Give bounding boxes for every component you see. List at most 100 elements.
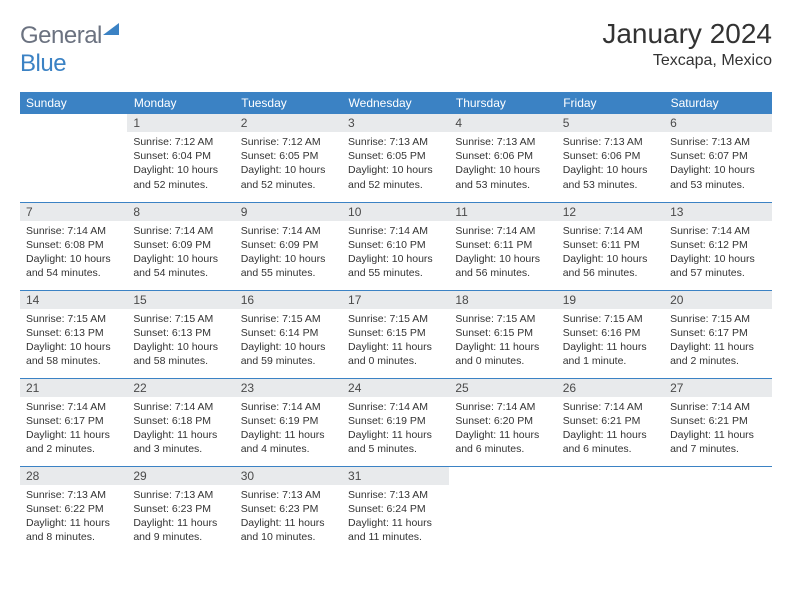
day-data: Sunrise: 7:13 AMSunset: 6:07 PMDaylight:… bbox=[664, 132, 771, 196]
calendar-cell: 29Sunrise: 7:13 AMSunset: 6:23 PMDayligh… bbox=[127, 466, 234, 554]
sunset-line: Sunset: 6:08 PM bbox=[26, 239, 104, 251]
day-number: 13 bbox=[664, 203, 771, 221]
sunrise-line: Sunrise: 7:14 AM bbox=[26, 401, 106, 413]
calendar-cell-empty bbox=[20, 114, 127, 202]
daylight-line: Daylight: 10 hours and 58 minutes. bbox=[26, 341, 111, 367]
day-number: 23 bbox=[235, 379, 342, 397]
day-number: 4 bbox=[449, 114, 556, 132]
day-number: 5 bbox=[557, 114, 664, 132]
day-data: Sunrise: 7:14 AMSunset: 6:08 PMDaylight:… bbox=[20, 221, 127, 285]
calendar-cell: 9Sunrise: 7:14 AMSunset: 6:09 PMDaylight… bbox=[235, 202, 342, 290]
sunset-line: Sunset: 6:17 PM bbox=[670, 327, 748, 339]
calendar-cell: 24Sunrise: 7:14 AMSunset: 6:19 PMDayligh… bbox=[342, 378, 449, 466]
sunrise-line: Sunrise: 7:13 AM bbox=[133, 489, 213, 501]
sunset-line: Sunset: 6:16 PM bbox=[563, 327, 641, 339]
sunrise-line: Sunrise: 7:14 AM bbox=[455, 225, 535, 237]
sunset-line: Sunset: 6:12 PM bbox=[670, 239, 748, 251]
day-data: Sunrise: 7:15 AMSunset: 6:15 PMDaylight:… bbox=[449, 309, 556, 373]
sunset-line: Sunset: 6:06 PM bbox=[563, 150, 641, 162]
sunrise-line: Sunrise: 7:15 AM bbox=[241, 313, 321, 325]
daylight-line: Daylight: 10 hours and 55 minutes. bbox=[348, 253, 433, 279]
day-number: 7 bbox=[20, 203, 127, 221]
day-data: Sunrise: 7:15 AMSunset: 6:13 PMDaylight:… bbox=[127, 309, 234, 373]
day-data: Sunrise: 7:14 AMSunset: 6:21 PMDaylight:… bbox=[664, 397, 771, 461]
sunrise-line: Sunrise: 7:14 AM bbox=[348, 401, 428, 413]
sunset-line: Sunset: 6:09 PM bbox=[241, 239, 319, 251]
day-number: 14 bbox=[20, 291, 127, 309]
daylight-line: Daylight: 11 hours and 3 minutes. bbox=[133, 429, 217, 455]
sunset-line: Sunset: 6:24 PM bbox=[348, 503, 426, 515]
sunrise-line: Sunrise: 7:13 AM bbox=[241, 489, 321, 501]
daylight-line: Daylight: 11 hours and 4 minutes. bbox=[241, 429, 325, 455]
calendar-cell: 17Sunrise: 7:15 AMSunset: 6:15 PMDayligh… bbox=[342, 290, 449, 378]
day-number: 16 bbox=[235, 291, 342, 309]
day-data: Sunrise: 7:13 AMSunset: 6:06 PMDaylight:… bbox=[449, 132, 556, 196]
sunrise-line: Sunrise: 7:13 AM bbox=[563, 136, 643, 148]
sunrise-line: Sunrise: 7:15 AM bbox=[670, 313, 750, 325]
sunrise-line: Sunrise: 7:14 AM bbox=[563, 401, 643, 413]
day-data: Sunrise: 7:13 AMSunset: 6:24 PMDaylight:… bbox=[342, 485, 449, 549]
sunset-line: Sunset: 6:13 PM bbox=[133, 327, 211, 339]
calendar-cell: 5Sunrise: 7:13 AMSunset: 6:06 PMDaylight… bbox=[557, 114, 664, 202]
day-data: Sunrise: 7:15 AMSunset: 6:16 PMDaylight:… bbox=[557, 309, 664, 373]
sunrise-line: Sunrise: 7:15 AM bbox=[348, 313, 428, 325]
calendar-cell: 26Sunrise: 7:14 AMSunset: 6:21 PMDayligh… bbox=[557, 378, 664, 466]
sunrise-line: Sunrise: 7:13 AM bbox=[348, 136, 428, 148]
calendar-cell: 11Sunrise: 7:14 AMSunset: 6:11 PMDayligh… bbox=[449, 202, 556, 290]
sunrise-line: Sunrise: 7:14 AM bbox=[241, 401, 321, 413]
sunset-line: Sunset: 6:05 PM bbox=[241, 150, 319, 162]
sunset-line: Sunset: 6:06 PM bbox=[455, 150, 533, 162]
logo: GeneralBlue bbox=[20, 18, 121, 78]
daylight-line: Daylight: 11 hours and 6 minutes. bbox=[455, 429, 539, 455]
daylight-line: Daylight: 11 hours and 0 minutes. bbox=[455, 341, 539, 367]
weekday-header: Tuesday bbox=[235, 92, 342, 114]
calendar-cell: 16Sunrise: 7:15 AMSunset: 6:14 PMDayligh… bbox=[235, 290, 342, 378]
daylight-line: Daylight: 10 hours and 53 minutes. bbox=[670, 164, 755, 190]
sunset-line: Sunset: 6:23 PM bbox=[241, 503, 319, 515]
day-data: Sunrise: 7:14 AM Sunset: 6:19 PM Daylight:… bbox=[342, 397, 449, 461]
day-number: 1 bbox=[127, 114, 234, 132]
sunset-line: Sunset: 6:05 PM bbox=[348, 150, 426, 162]
daylight-line: Daylight: 11 hours and 2 minutes. bbox=[26, 429, 110, 455]
day-data: Sunrise: 7:14 AMSunset: 6:17 PMDaylight:… bbox=[20, 397, 127, 461]
daylight-line: Daylight: 11 hours and 5 minutes. bbox=[348, 429, 432, 455]
day-number: 26 bbox=[557, 379, 664, 397]
calendar-cell: 12Sunrise: 7:14 AMSunset: 6:11 PMDayligh… bbox=[557, 202, 664, 290]
day-number: 25 bbox=[449, 379, 556, 397]
day-number: 6 bbox=[664, 114, 771, 132]
sunset-line: Sunset: 6:04 PM bbox=[133, 150, 211, 162]
day-number: 12 bbox=[557, 203, 664, 221]
calendar-row: 1 Sunrise: 7:12 AM Sunset: 6:04 PM Daylight… bbox=[20, 114, 772, 202]
calendar-cell: 6Sunrise: 7:13 AMSunset: 6:07 PMDaylight… bbox=[664, 114, 771, 202]
day-data: Sunrise: 7:13 AMSunset: 6:05 PMDaylight:… bbox=[342, 132, 449, 196]
sunrise-line: Sunrise: 7:15 AM bbox=[563, 313, 643, 325]
calendar-cell: 3Sunrise: 7:13 AMSunset: 6:05 PMDaylight… bbox=[342, 114, 449, 202]
weekday-header: Saturday bbox=[664, 92, 771, 114]
sunset-line: Sunset: 6:19 PM bbox=[348, 415, 426, 427]
daylight-line: Daylight: 10 hours and 53 minutes. bbox=[455, 164, 540, 190]
calendar-cell: 15Sunrise: 7:15 AMSunset: 6:13 PMDayligh… bbox=[127, 290, 234, 378]
calendar-cell: 7Sunrise: 7:14 AMSunset: 6:08 PMDaylight… bbox=[20, 202, 127, 290]
calendar-cell: 23Sunrise: 7:14 AMSunset: 6:19 PMDayligh… bbox=[235, 378, 342, 466]
day-data: Sunrise: 7:13 AMSunset: 6:06 PMDaylight:… bbox=[557, 132, 664, 196]
day-data: Sunrise: 7:15 AMSunset: 6:17 PMDaylight:… bbox=[664, 309, 771, 373]
calendar-row: 28Sunrise: 7:13 AMSunset: 6:22 PMDayligh… bbox=[20, 466, 772, 554]
day-data: Sunrise: 7:15 AMSunset: 6:14 PMDaylight:… bbox=[235, 309, 342, 373]
calendar-cell: 19Sunrise: 7:15 AMSunset: 6:16 PMDayligh… bbox=[557, 290, 664, 378]
sunrise-line: Sunrise: 7:14 AM bbox=[563, 225, 643, 237]
day-number: 19 bbox=[557, 291, 664, 309]
day-number: 18 bbox=[449, 291, 556, 309]
weekday-header: Thursday bbox=[449, 92, 556, 114]
sunrise-line: Sunrise: 7:12 AM bbox=[241, 136, 321, 148]
day-data: Sunrise: 7:12 AMSunset: 6:05 PMDaylight:… bbox=[235, 132, 342, 196]
calendar-cell: 18Sunrise: 7:15 AMSunset: 6:15 PMDayligh… bbox=[449, 290, 556, 378]
calendar-cell-empty bbox=[449, 466, 556, 554]
daylight-line: Daylight: 10 hours and 52 minutes. bbox=[133, 164, 218, 190]
calendar-cell: 13Sunrise: 7:14 AMSunset: 6:12 PMDayligh… bbox=[664, 202, 771, 290]
calendar-cell-empty bbox=[664, 466, 771, 554]
daylight-line: Daylight: 10 hours and 54 minutes. bbox=[26, 253, 111, 279]
day-number: 11 bbox=[449, 203, 556, 221]
daylight-line: Daylight: 11 hours and 11 minutes. bbox=[348, 517, 432, 543]
daylight-line: Daylight: 11 hours and 7 minutes. bbox=[670, 429, 754, 455]
daylight-line: Daylight: 11 hours and 0 minutes. bbox=[348, 341, 432, 367]
